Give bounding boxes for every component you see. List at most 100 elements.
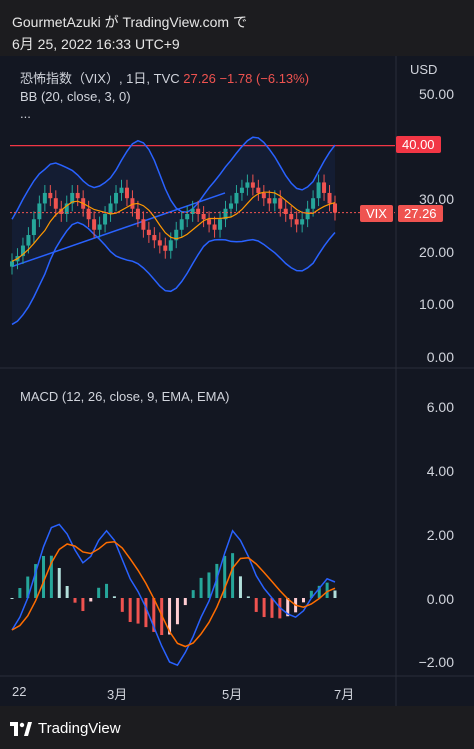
candle-body (152, 235, 157, 241)
macd-histogram-bar (223, 555, 227, 598)
macd-y-tick: 2.00 (426, 527, 454, 543)
macd-histogram-bar (42, 555, 46, 598)
candle-body (141, 219, 146, 230)
symbol-legend: 恐怖指数（VIX）, 1日, TVC 27.26 −1.78 (−6.13%) (20, 68, 309, 87)
macd-histogram-bar (333, 590, 337, 598)
candle-body (75, 192, 80, 199)
candle-body (218, 219, 223, 230)
macd-y-tick: 0.00 (426, 591, 454, 607)
candle-body (185, 213, 190, 220)
macd-histogram-bar (128, 598, 132, 622)
candle-body (190, 208, 195, 214)
y-tick: 10.00 (418, 296, 454, 312)
macd-histogram-bar (286, 598, 290, 617)
macd-legend[interactable]: MACD (12, 26, close, 9, EMA, EMA) (20, 389, 230, 404)
candle-body (234, 192, 239, 204)
candle-body (196, 208, 201, 214)
y-tick: 20.00 (418, 244, 454, 260)
candle-body (267, 198, 272, 204)
macd-histogram-bar (270, 598, 274, 618)
candle-body (316, 182, 321, 199)
candle-body (119, 187, 124, 193)
macd-histogram-bar (199, 577, 203, 598)
symbol-name: 恐怖指数（VIX）, 1日, TVC (20, 71, 180, 86)
macd-histogram-bar (207, 572, 211, 598)
candle-body (70, 192, 75, 204)
candle-body (278, 198, 283, 209)
timestamp: 6月 25, 2022 16:33 UTC+9 (12, 36, 180, 52)
candle-body (283, 208, 288, 214)
candle-body (130, 198, 135, 209)
macd-histogram-bar (317, 585, 321, 598)
candle-body (311, 198, 316, 209)
candle-body (97, 224, 102, 230)
candle-body (223, 208, 228, 220)
footer: TradingView (0, 706, 474, 749)
macd-histogram-bar (254, 598, 258, 612)
candle-body (103, 213, 108, 225)
candle-body (168, 240, 173, 251)
chart-svg[interactable] (0, 56, 474, 706)
macd-histogram-bar (26, 576, 30, 598)
macd-histogram-bar (309, 590, 313, 598)
macd-histogram-bar (238, 576, 242, 598)
bb-upper-line (11, 136, 336, 220)
candle-body (10, 261, 14, 267)
macd-histogram-bar (246, 596, 250, 598)
candle-body (305, 208, 310, 220)
candle-body (179, 219, 184, 230)
candle-body (31, 219, 36, 236)
more-indicators[interactable]: ... (20, 106, 31, 121)
macd-histogram-bar (89, 598, 93, 602)
macd-histogram-bar (105, 583, 109, 598)
macd-histogram-bar (152, 598, 156, 632)
macd-histogram-bar (262, 598, 266, 618)
candle-body (53, 198, 58, 209)
candle-body (135, 208, 140, 220)
candle-body (201, 213, 206, 220)
macd-histogram-bar (49, 555, 53, 598)
candle-body (174, 229, 179, 241)
macd-histogram-bar (18, 588, 22, 598)
macd-histogram-bar (112, 596, 116, 598)
candle-body (37, 203, 42, 220)
candle-body (272, 198, 277, 204)
macd-histogram-bar (191, 590, 195, 598)
candle-body (20, 245, 25, 257)
candle-body (212, 224, 217, 230)
signal-line (11, 541, 336, 648)
macd-y-tick: 6.00 (426, 399, 454, 415)
macd-line (11, 523, 336, 667)
candle-body (261, 192, 266, 199)
brand-name: TradingView (38, 720, 121, 737)
macd-histogram-bar (231, 553, 235, 598)
candle-body (239, 187, 244, 193)
candle-body (289, 213, 294, 220)
bb-lower-line (11, 221, 336, 326)
candle-body (163, 245, 168, 251)
candle-body (108, 203, 113, 214)
bb-legend[interactable]: BB (20, close, 3, 0) (20, 89, 131, 104)
chart-area[interactable]: 恐怖指数（VIX）, 1日, TVC 27.26 −1.78 (−6.13%) … (0, 56, 474, 706)
x-tick: 7月 (334, 687, 355, 702)
candle-body (300, 219, 305, 225)
hline-label: 40.00 (396, 136, 441, 153)
symbol-tag: VIX (360, 205, 393, 222)
macd-histogram-bar (175, 598, 179, 625)
macd-histogram-bar (65, 585, 69, 598)
macd-histogram-bar (144, 598, 148, 628)
macd-histogram-bar (97, 587, 101, 598)
macd-histogram-bar (136, 598, 140, 624)
macd-histogram-bar (325, 582, 329, 598)
last-price: 27.26 (183, 71, 216, 86)
candle-body (207, 219, 212, 225)
candle-body (245, 182, 250, 188)
candle-body (26, 235, 31, 246)
y-tick: 30.00 (418, 191, 454, 207)
candle-body (48, 192, 53, 199)
macd-histogram-bar (183, 598, 187, 606)
tradingview-logo[interactable]: TradingView (10, 720, 121, 737)
candle-body (146, 229, 151, 236)
candle-body (250, 182, 255, 188)
macd-histogram-bar (73, 598, 77, 603)
